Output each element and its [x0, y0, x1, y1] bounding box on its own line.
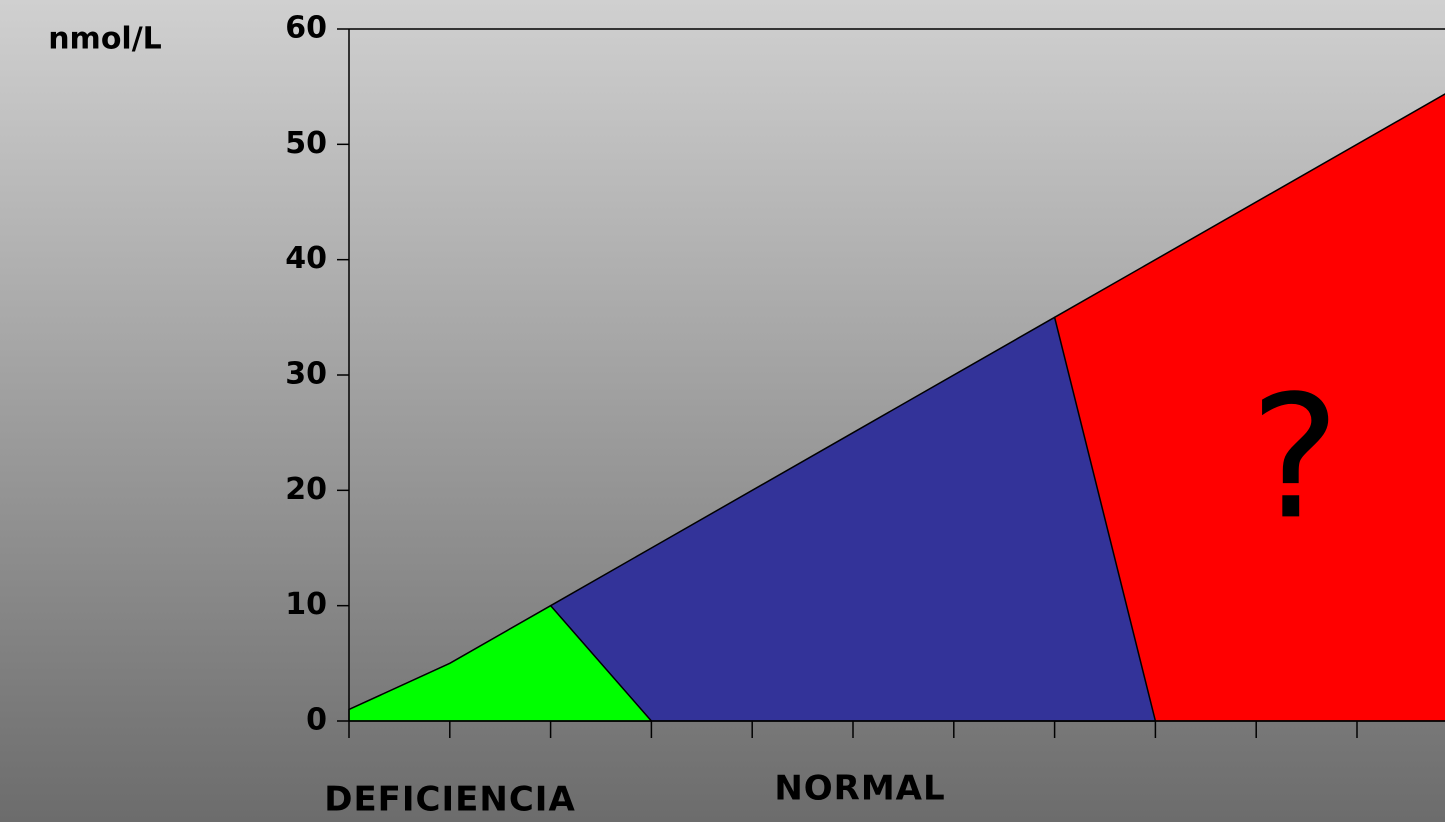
y-tick-label: 50 [285, 126, 327, 161]
y-axis-label: nmol/L [48, 22, 162, 57]
annotation: NORMAL [774, 769, 945, 809]
y-tick-label: 10 [285, 587, 327, 622]
y-tick-label: 30 [285, 357, 327, 392]
annotation: DEFICIENCIA [324, 780, 576, 820]
annotation: ? [1250, 359, 1340, 557]
y-tick-label: 60 [285, 11, 327, 46]
y-tick-label: 0 [306, 703, 327, 738]
y-tick-label: 40 [285, 241, 327, 276]
y-tick-label: 20 [285, 472, 327, 507]
